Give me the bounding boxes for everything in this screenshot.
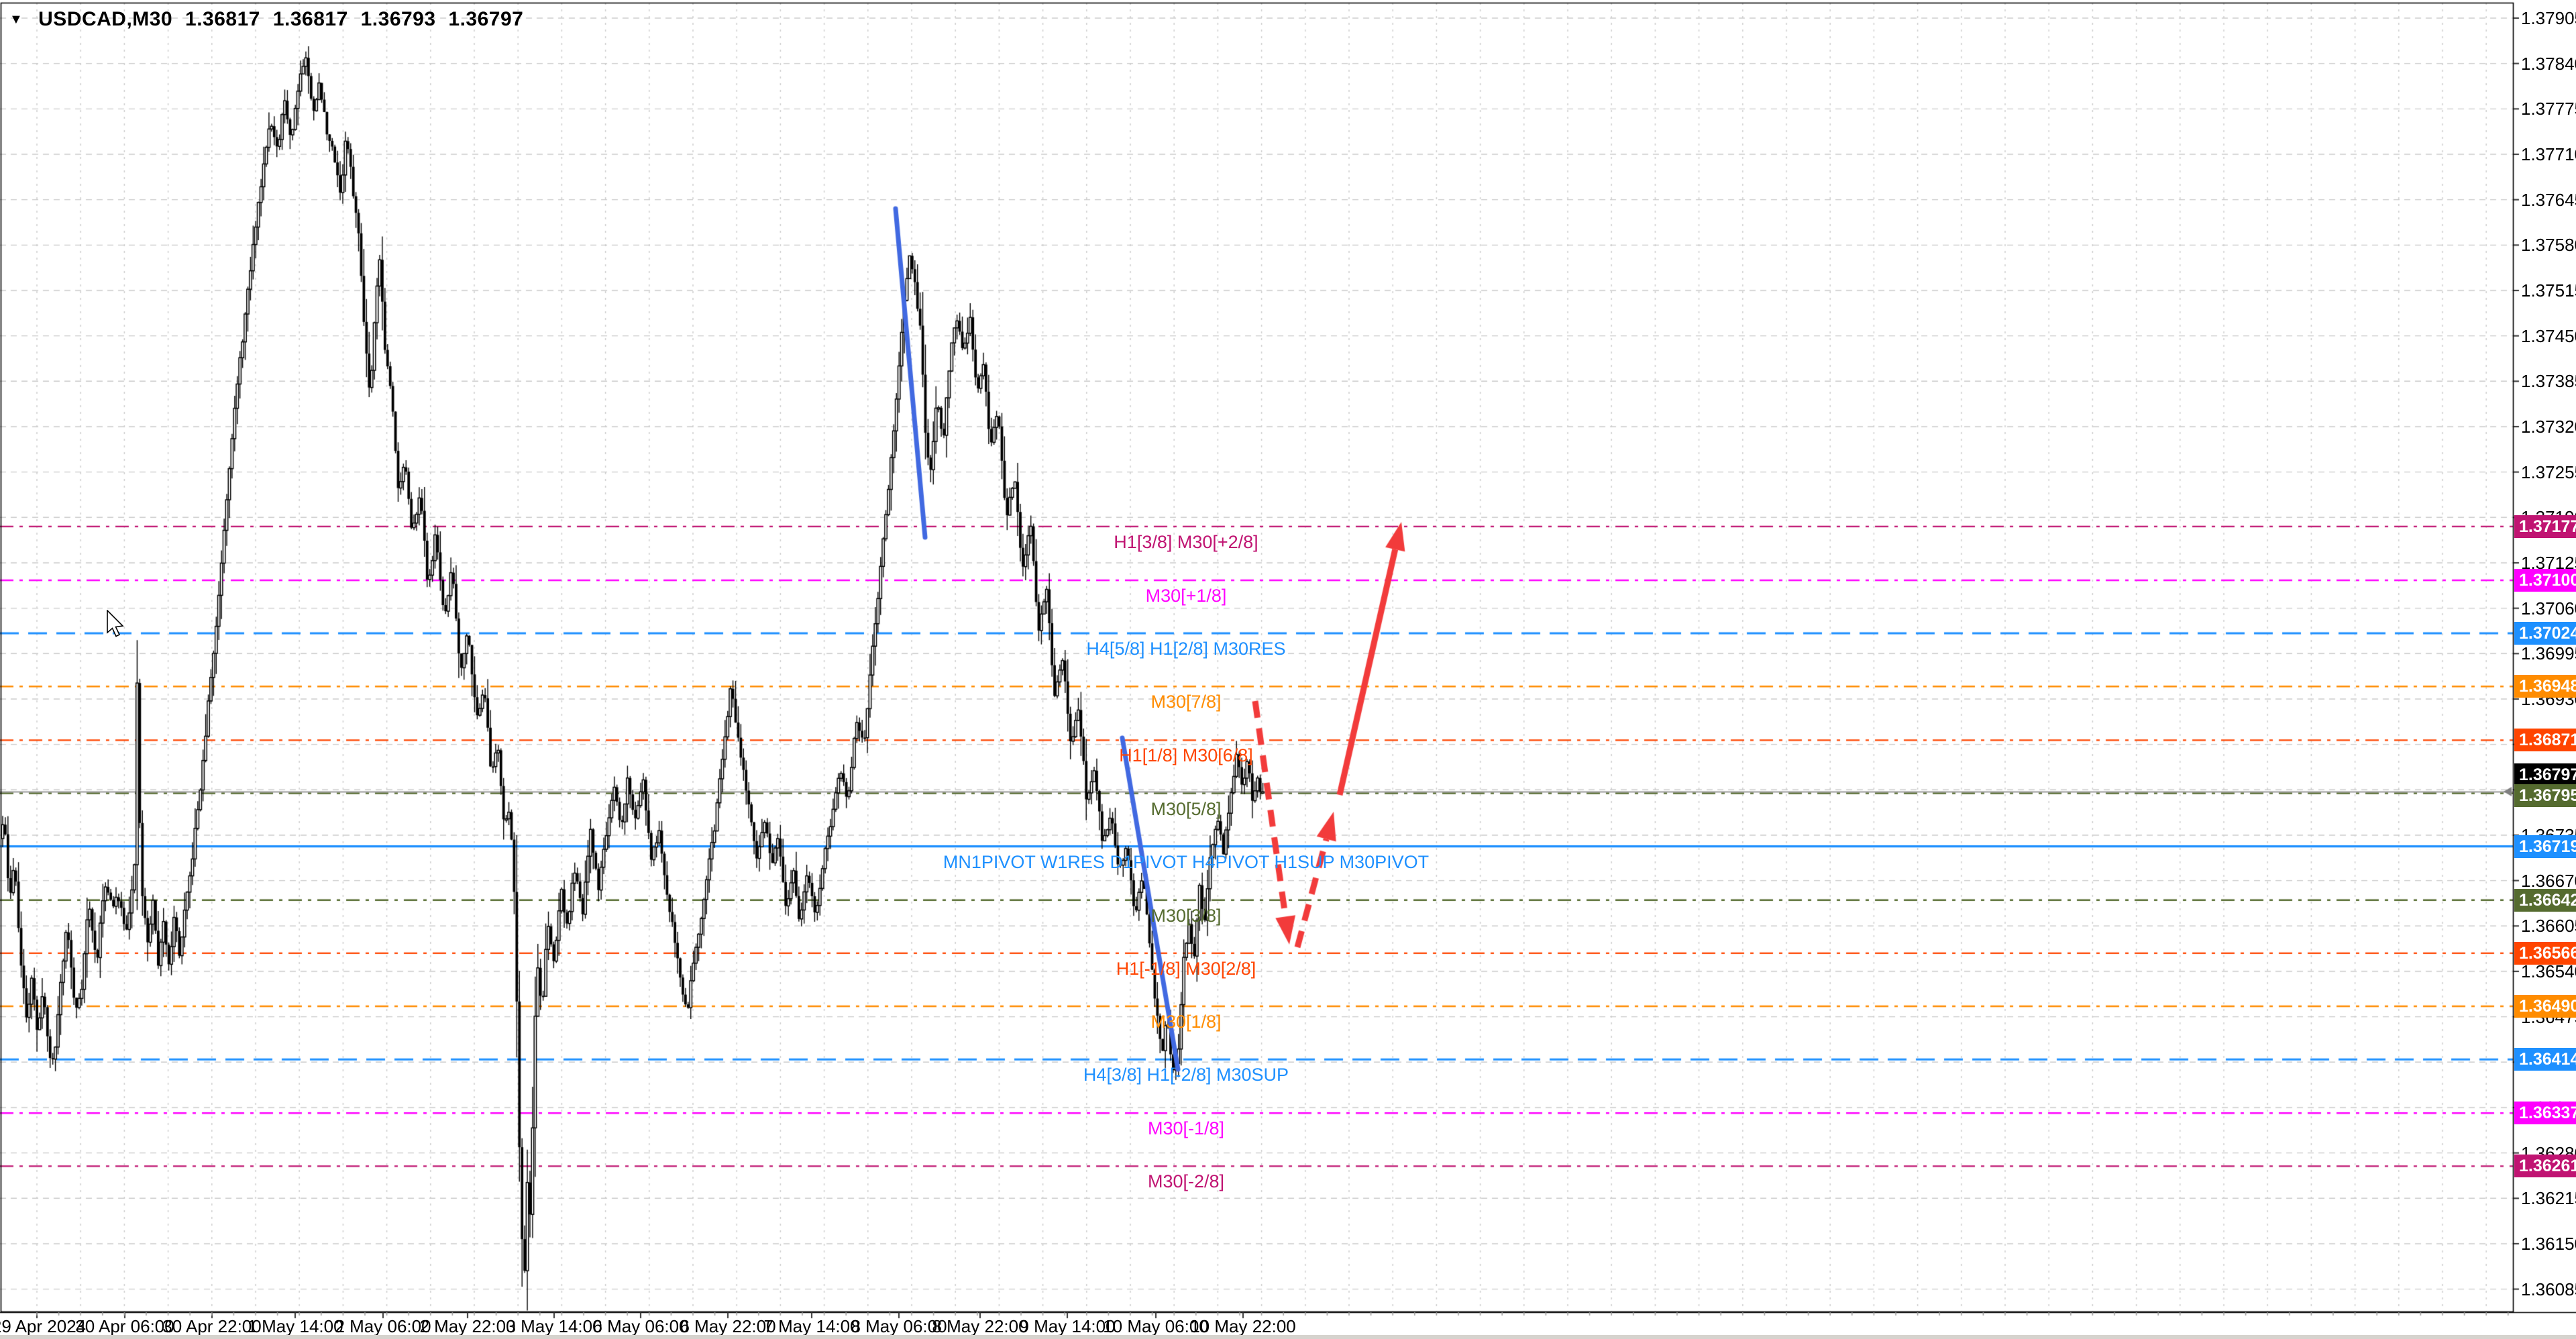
- level-label[interactable]: H4[5/8] H1[2/8] M30RES: [1086, 639, 1286, 659]
- price-axis-label: 1.36215: [2521, 1188, 2576, 1209]
- price-tag: 1.36261: [2514, 1155, 2576, 1178]
- date-axis-label: 8 May 22:00: [932, 1316, 1028, 1336]
- price-tag: 1.36414: [2514, 1048, 2576, 1071]
- price-axis-label: 1.37515: [2521, 280, 2576, 301]
- window-edge: [0, 1335, 2576, 1339]
- price-tag: 1.36719: [2514, 835, 2576, 858]
- price-axis-label: 1.37320: [2521, 416, 2576, 437]
- level-label[interactable]: M30[7/8]: [1150, 692, 1222, 712]
- price-axis-label: 1.37060: [2521, 598, 2576, 619]
- price-tag: 1.36797: [2514, 763, 2576, 786]
- price-axis-label: 1.36540: [2521, 961, 2576, 981]
- date-axis-label: 29 Apr 2024: [0, 1316, 87, 1336]
- date-axis-label: 10 May 06:00: [1103, 1316, 1209, 1336]
- date-axis-label: 30 Apr 22:00: [162, 1316, 262, 1336]
- level-label[interactable]: M30[+1/8]: [1145, 586, 1227, 606]
- date-axis-label: 7 May 14:00: [763, 1316, 860, 1336]
- price-tag: 1.36566: [2514, 941, 2576, 965]
- price-axis-label: 1.37580: [2521, 235, 2576, 256]
- symbol-title: USDCAD,M30: [38, 8, 173, 30]
- price-axis-label: 1.36670: [2521, 870, 2576, 891]
- date-axis-label: 1 May 14:00: [247, 1316, 343, 1336]
- price-axis-label: 1.37385: [2521, 371, 2576, 392]
- price-tag: 1.36795: [2514, 784, 2576, 807]
- price-axis-label: 1.37255: [2521, 462, 2576, 482]
- price-axis-label: 1.36085: [2521, 1279, 2576, 1299]
- date-axis-label: 30 Apr 06:00: [75, 1316, 174, 1336]
- price-axis-label: 1.36605: [2521, 916, 2576, 936]
- ohlc-high: 1.36817: [272, 8, 348, 30]
- price-tag: 1.37024: [2514, 622, 2576, 645]
- level-label[interactable]: H1[1/8] M30[6/8]: [1119, 745, 1253, 766]
- level-label[interactable]: H1[3/8] M30[+2/8]: [1114, 531, 1258, 552]
- price-tag: 1.36871: [2514, 729, 2576, 752]
- price-axis-label: 1.36995: [2521, 643, 2576, 664]
- price-axis-label: 1.36150: [2521, 1233, 2576, 1254]
- symbol-dropdown-icon[interactable]: ▼: [9, 12, 23, 27]
- price-axis-label: 1.37710: [2521, 144, 2576, 164]
- level-label[interactable]: M30[-1/8]: [1147, 1118, 1225, 1139]
- price-tag: 1.36337: [2514, 1102, 2576, 1125]
- date-axis-label: 6 May 06:00: [592, 1316, 689, 1336]
- level-label[interactable]: M30[1/8]: [1150, 1012, 1222, 1032]
- date-axis-label: 6 May 22:00: [680, 1316, 776, 1336]
- level-label[interactable]: H4[3/8] H1[-2/8] M30SUP: [1083, 1065, 1289, 1085]
- price-tag: 1.37100: [2514, 569, 2576, 592]
- price-tag: 1.37177: [2514, 515, 2576, 538]
- level-label[interactable]: H1[-1/8] M30[2/8]: [1116, 958, 1256, 979]
- ohlc-header: ▼ USDCAD,M30 1.36817 1.36817 1.36793 1.3…: [9, 8, 530, 31]
- price-axis-label: 1.37840: [2521, 53, 2576, 74]
- date-axis-label: 9 May 14:00: [1019, 1316, 1116, 1336]
- ohlc-low: 1.36793: [360, 8, 436, 30]
- level-label[interactable]: MN1PIVOT W1RES D1PIVOT H4PIVOT H1SUP M30…: [943, 851, 1430, 872]
- price-tag: 1.36490: [2514, 995, 2576, 1018]
- price-tag: 1.36948: [2514, 675, 2576, 698]
- price-tag: 1.36642: [2514, 888, 2576, 912]
- price-axis-label: 1.37450: [2521, 325, 2576, 346]
- date-axis-label: 2 May 22:00: [419, 1316, 516, 1336]
- price-axis-label: 1.37645: [2521, 189, 2576, 210]
- price-axis-label: 1.37905: [2521, 8, 2576, 28]
- level-label[interactable]: M30[5/8]: [1150, 798, 1222, 819]
- ohlc-close: 1.36797: [448, 8, 524, 30]
- level-label[interactable]: M30[3/8]: [1150, 905, 1222, 926]
- price-axis-label: 1.37775: [2521, 99, 2576, 119]
- ohlc-open: 1.36817: [185, 8, 260, 30]
- date-axis-label: 3 May 14:00: [506, 1316, 602, 1336]
- level-label[interactable]: M30[-2/8]: [1147, 1171, 1225, 1192]
- date-axis-label: 10 May 22:00: [1190, 1316, 1296, 1336]
- date-axis-label: 8 May 06:00: [851, 1316, 947, 1336]
- date-axis-label: 2 May 06:00: [335, 1316, 431, 1336]
